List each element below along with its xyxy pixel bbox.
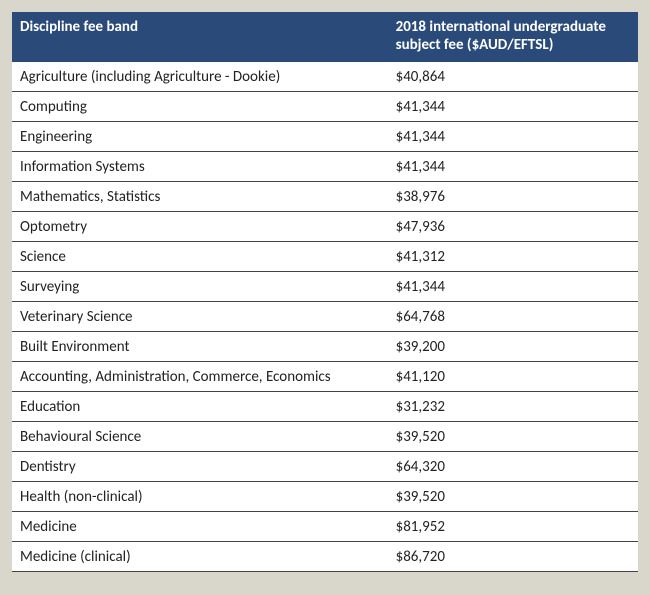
cell-fee: $41,312: [388, 242, 638, 272]
cell-discipline: Behavioural Science: [12, 422, 388, 452]
cell-discipline: Engineering: [12, 122, 388, 152]
table-row: Dentistry$64,320: [12, 452, 638, 482]
cell-fee: $39,200: [388, 332, 638, 362]
table-row: Agriculture (including Agriculture - Doo…: [12, 62, 638, 92]
cell-discipline: Agriculture (including Agriculture - Doo…: [12, 62, 388, 92]
cell-fee: $31,232: [388, 392, 638, 422]
cell-discipline: Optometry: [12, 212, 388, 242]
cell-fee: $86,720: [388, 542, 638, 572]
cell-fee: $41,344: [388, 92, 638, 122]
table-row: Information Systems$41,344: [12, 152, 638, 182]
cell-fee: $81,952: [388, 512, 638, 542]
table-row: Accounting, Administration, Commerce, Ec…: [12, 362, 638, 392]
cell-fee: $41,120: [388, 362, 638, 392]
table-row: Science$41,312: [12, 242, 638, 272]
cell-discipline: Health (non-clinical): [12, 482, 388, 512]
cell-fee: $39,520: [388, 422, 638, 452]
cell-discipline: Education: [12, 392, 388, 422]
table-row: Veterinary Science$64,768: [12, 302, 638, 332]
cell-fee: $41,344: [388, 152, 638, 182]
cell-fee: $41,344: [388, 122, 638, 152]
cell-fee: $40,864: [388, 62, 638, 92]
table-row: Computing$41,344: [12, 92, 638, 122]
cell-discipline: Information Systems: [12, 152, 388, 182]
cell-discipline: Computing: [12, 92, 388, 122]
cell-fee: $47,936: [388, 212, 638, 242]
col-header-fee: 2018 international undergraduate subject…: [388, 12, 638, 62]
cell-fee: $38,976: [388, 182, 638, 212]
table-row: Education$31,232: [12, 392, 638, 422]
fee-table: Discipline fee band 2018 international u…: [12, 12, 638, 572]
cell-discipline: Dentistry: [12, 452, 388, 482]
cell-discipline: Surveying: [12, 272, 388, 302]
table-row: Behavioural Science$39,520: [12, 422, 638, 452]
table-row: Mathematics, Statistics$38,976: [12, 182, 638, 212]
table-row: Built Environment$39,200: [12, 332, 638, 362]
cell-discipline: Medicine: [12, 512, 388, 542]
cell-fee: $64,320: [388, 452, 638, 482]
table-row: Engineering$41,344: [12, 122, 638, 152]
cell-discipline: Mathematics, Statistics: [12, 182, 388, 212]
table-row: Medicine$81,952: [12, 512, 638, 542]
table-row: Optometry$47,936: [12, 212, 638, 242]
cell-fee: $64,768: [388, 302, 638, 332]
cell-discipline: Built Environment: [12, 332, 388, 362]
table-row: Medicine (clinical)$86,720: [12, 542, 638, 572]
cell-fee: $41,344: [388, 272, 638, 302]
cell-discipline: Medicine (clinical): [12, 542, 388, 572]
table-row: Surveying$41,344: [12, 272, 638, 302]
table-header: Discipline fee band 2018 international u…: [12, 12, 638, 62]
table-body: Agriculture (including Agriculture - Doo…: [12, 62, 638, 572]
table-row: Health (non-clinical)$39,520: [12, 482, 638, 512]
cell-discipline: Accounting, Administration, Commerce, Ec…: [12, 362, 388, 392]
col-header-discipline: Discipline fee band: [12, 12, 388, 62]
cell-discipline: Science: [12, 242, 388, 272]
cell-fee: $39,520: [388, 482, 638, 512]
cell-discipline: Veterinary Science: [12, 302, 388, 332]
